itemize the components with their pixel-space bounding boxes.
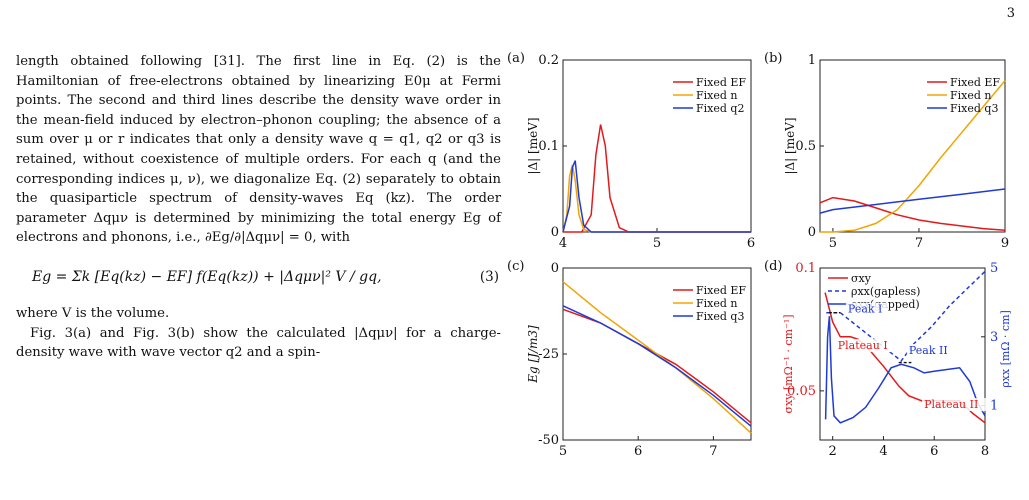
series-line-fixed-q2 bbox=[562, 160, 751, 233]
y-axis-label: |Δ| [meV] bbox=[783, 117, 797, 174]
y-axis-label: |Δ| [meV] bbox=[526, 117, 540, 174]
x-tick-label: 9 bbox=[1001, 236, 1009, 251]
y-tick-label: 0.05 bbox=[787, 384, 816, 399]
y-tick-label: -50 bbox=[538, 433, 559, 448]
x-tick-label: 4 bbox=[559, 236, 567, 251]
y-tick-label: 0 bbox=[551, 261, 559, 276]
panel-label-1: (b) bbox=[764, 51, 782, 66]
series-line-fixed-ef bbox=[563, 124, 751, 233]
legend-entry: Fixed EF bbox=[696, 284, 746, 297]
annotation-bg bbox=[906, 344, 955, 357]
x-tick-label: 7 bbox=[915, 236, 923, 251]
annotation-bg bbox=[922, 398, 989, 412]
x-axis-label: B[T] bbox=[888, 459, 916, 460]
paragraph-2: where V is the volume. bbox=[16, 305, 170, 321]
annotation-peak-i: Peak I bbox=[848, 303, 882, 316]
y-tick-label: 1 bbox=[808, 53, 816, 68]
series-line-fixed-n bbox=[562, 281, 752, 434]
page-number: 3 bbox=[1006, 6, 1015, 21]
legend-entry: σxy bbox=[851, 272, 872, 285]
series-line-fixed-ef bbox=[819, 196, 1006, 232]
legend-entry: Fixed q3 bbox=[696, 310, 744, 323]
x-tick-label: 4 bbox=[879, 444, 887, 459]
y-axis-label-right: ρxx [mΩ · cm] bbox=[999, 310, 1012, 388]
series-line-fixed-q3 bbox=[562, 305, 752, 427]
series-line-fixed-n bbox=[820, 80, 1006, 233]
annotation-peak-ii: Peak II bbox=[909, 344, 948, 357]
series-line--xx-gapped- bbox=[824, 316, 986, 424]
series-line--xx-gapless- bbox=[826, 270, 986, 362]
x-tick-label: 2 bbox=[829, 444, 837, 459]
x-tick-label: 6 bbox=[747, 236, 755, 251]
panel-label-0: (a) bbox=[507, 51, 525, 66]
y-right-tick-label: 5 bbox=[990, 261, 998, 276]
legend-entry: Fixed EF bbox=[696, 76, 746, 89]
paragraph-1: length obtained following [31]. The firs… bbox=[16, 54, 501, 246]
series-line-fixed-n bbox=[562, 164, 751, 233]
y-axis-label: Eg [J/m3] bbox=[526, 325, 540, 384]
panel-frame-3 bbox=[819, 267, 986, 441]
body-text-column: length obtained following [31]. The firs… bbox=[16, 52, 501, 363]
series-line-fixed-ef bbox=[562, 308, 752, 424]
annotation-bg bbox=[835, 339, 896, 353]
legend-entry: ρxx(gapless) bbox=[851, 285, 920, 298]
y-tick-label: 0 bbox=[551, 225, 559, 240]
x-tick-label: 8 bbox=[981, 444, 989, 459]
legend-entry: Fixed n bbox=[696, 297, 738, 310]
legend-entry: Fixed n bbox=[696, 89, 738, 102]
series-line-fixed-q3 bbox=[819, 188, 1006, 214]
y-right-tick-label: 1 bbox=[990, 399, 998, 414]
y-tick-label: 0.1 bbox=[795, 261, 816, 276]
legend-entry: Fixed n bbox=[950, 89, 992, 102]
x-tick-label: 7 bbox=[709, 444, 717, 459]
equation-body: Eg = Σk [Eq(kz) − EF] f(Eq(kz)) + |Δqμν|… bbox=[32, 268, 382, 285]
figure-3: (a) 4 5 6 0 0.1 0.2 |Δ| [meV] Fixed EF Fixed n Fix… bbox=[505, 30, 1020, 474]
y-tick-label: 0.2 bbox=[538, 53, 559, 68]
y-right-tick-label: 3 bbox=[990, 330, 998, 345]
x-tick-label: 5 bbox=[829, 236, 837, 251]
y-axis-label-left: σxy [mΩ⁻¹ · cm⁻¹] bbox=[782, 314, 795, 413]
annotation-plateau-i: Plateau I bbox=[838, 339, 888, 352]
legend-entry: Fixed q2 bbox=[696, 102, 744, 115]
paragraph-3: Fig. 3(a) and Fig. 3(b) show the calcula… bbox=[16, 325, 501, 361]
x-axis-label: B[T] bbox=[643, 459, 671, 460]
legend-entry: Fixed q3 bbox=[950, 102, 998, 115]
y-tick-label: 0.1 bbox=[538, 139, 559, 154]
annotation-plateau-ii: Plateau II bbox=[924, 398, 978, 411]
x-tick-label: 5 bbox=[653, 236, 661, 251]
y-tick-label: -25 bbox=[538, 347, 559, 362]
annotation-bg bbox=[845, 302, 888, 316]
x-tick-label: 6 bbox=[930, 444, 938, 459]
panel-label-2: (c) bbox=[507, 259, 524, 274]
equation-3: Eg = Σk [Eq(kz) − EF] f(Eq(kz)) + |Δqμν|… bbox=[16, 256, 501, 302]
equation-number: (3) bbox=[479, 268, 499, 285]
x-tick-label: 5 bbox=[559, 444, 567, 459]
y-tick-label: 0.5 bbox=[795, 139, 816, 154]
y-tick-label: 0 bbox=[808, 225, 816, 240]
x-tick-label: 6 bbox=[634, 444, 642, 459]
panel-label-3: (d) bbox=[764, 259, 782, 274]
legend-entry: Fixed EF bbox=[950, 76, 1000, 89]
